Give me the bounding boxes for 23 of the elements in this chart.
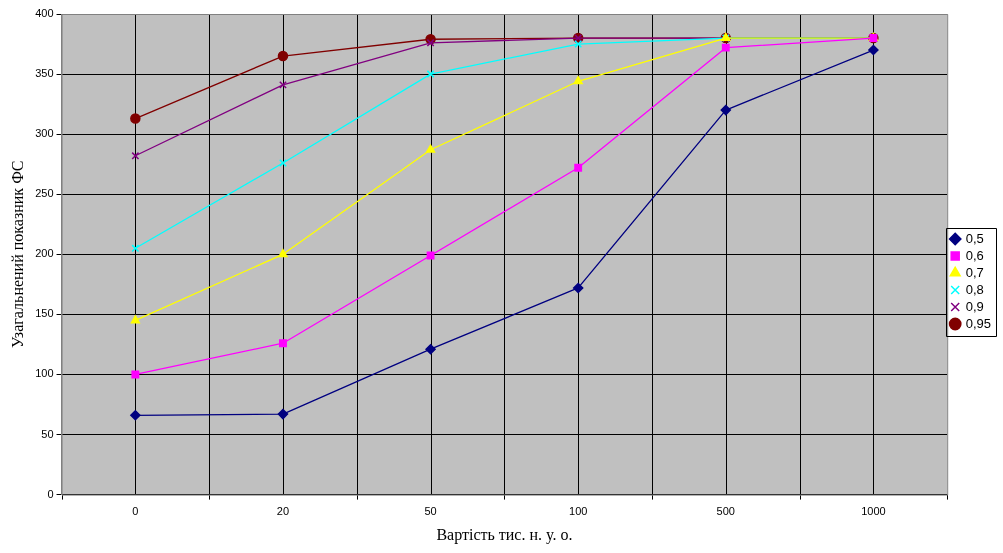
y-tick-label: 0	[47, 487, 54, 500]
y-tick-label: 200	[35, 247, 54, 260]
legend-label: 0,95	[965, 315, 992, 331]
x-tick-label: 20	[276, 505, 290, 518]
y-tick-label: 150	[35, 307, 54, 320]
x-tick-label: 100	[569, 505, 588, 518]
y-tick-label: 250	[35, 187, 54, 200]
y-tick-label: 100	[35, 367, 54, 380]
x-axis-title: Вартість тис. н. у. о.	[436, 525, 573, 544]
legend-label: 0,7	[965, 264, 984, 280]
legend-label: 0,8	[965, 281, 984, 297]
y-tick-label: 300	[35, 127, 54, 140]
x-tick-label: 500	[716, 505, 735, 518]
x-tick-label: 0	[132, 505, 139, 518]
legend-label: 0,9	[965, 298, 984, 314]
y-tick-label: 50	[41, 427, 54, 440]
y-axis-title: Узагальнений показник ФС	[8, 160, 26, 349]
x-tick-label: 1000	[861, 505, 886, 518]
y-tick-label: 400	[35, 7, 54, 20]
legend-label: 0,5	[965, 230, 984, 246]
y-tick-label: 350	[35, 67, 54, 80]
legend-label: 0,6	[965, 247, 984, 263]
x-tick-label: 50	[424, 505, 437, 518]
